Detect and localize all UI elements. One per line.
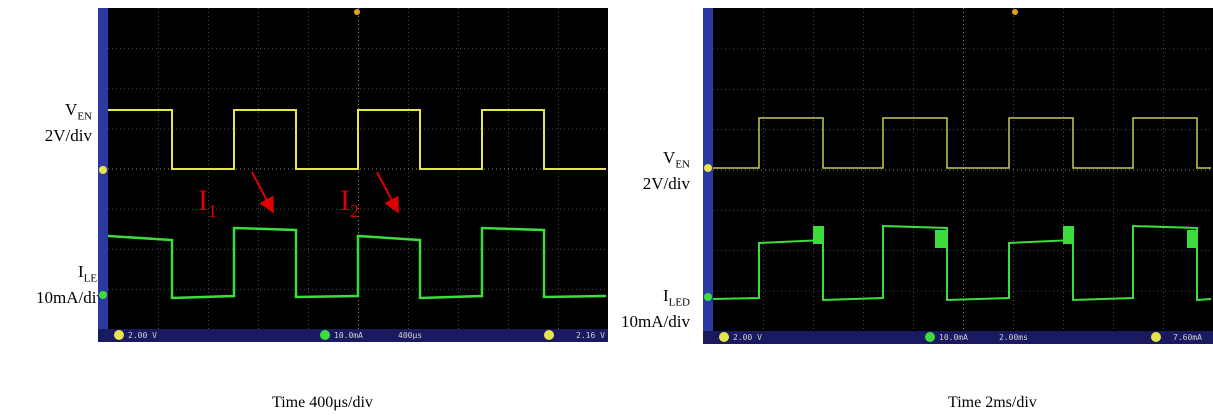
- right-trigger-badge: [1151, 332, 1161, 342]
- left-ven-trace: [108, 109, 606, 170]
- right-ch1-marker: [704, 164, 712, 172]
- left-ven-label: VEN 2V/div: [44, 100, 92, 146]
- pwm-burst: [1187, 230, 1198, 248]
- right-grid: [713, 8, 1210, 329]
- left-status-bar: 2.00 V 10.0mA 400μs 2.16 V: [98, 329, 608, 342]
- left-timebase: 400μs: [398, 331, 423, 340]
- left-oscilloscope-screen: 2.00 V 10.0mA 400μs 2.16 V: [98, 8, 608, 342]
- pwm-burst: [813, 226, 824, 244]
- right-ch1-badge: [719, 332, 729, 342]
- pwm-burst: [1063, 226, 1074, 244]
- left-ch1-marker: [99, 166, 107, 174]
- right-ch1-scale: 2.00 V: [733, 333, 762, 342]
- right-ven-label: VEN 2V/div: [642, 148, 690, 194]
- left-arrow-2: [376, 171, 399, 214]
- right-ven-trace: [713, 117, 1211, 169]
- right-timebase: 2.00ms: [999, 333, 1028, 342]
- left-ch4-badge: [320, 330, 330, 340]
- right-scope-svg: [703, 8, 1212, 344]
- right-ch4-marker: [704, 293, 712, 301]
- right-ch4-scale: 10.0mA: [939, 333, 968, 342]
- right-pwm-bursts: [813, 226, 1198, 248]
- left-annotation-arrows: [251, 171, 399, 214]
- left-annotation-i2: I2: [340, 184, 359, 222]
- left-trigger-level: 2.16 V: [576, 331, 605, 340]
- left-arrow-1: [251, 171, 274, 214]
- left-iled-trace: [107, 226, 607, 300]
- left-ch1-scale: 2.00 V: [128, 331, 157, 340]
- right-caption: Time 2ms/div: [948, 394, 1037, 411]
- right-status-bar: 2.00 V 10.0mA 2.00ms 7.60mA: [703, 331, 1213, 344]
- right-iled-trace: [712, 224, 1212, 302]
- left-trigger-badge: [544, 330, 554, 340]
- left-ch4-scale: 10.0mA: [334, 331, 363, 340]
- right-iled-label: ILED 10mA/div: [621, 286, 690, 332]
- right-ch4-badge: [925, 332, 935, 342]
- right-oscilloscope-screen: 2.00 V 10.0mA 2.00ms 7.60mA: [703, 8, 1213, 344]
- left-ch4-marker: [99, 291, 107, 299]
- right-scope-sidebar: [703, 8, 713, 344]
- left-trigger-marker: [354, 9, 360, 15]
- left-caption: Time 400μs/div: [272, 394, 373, 411]
- right-trigger-marker: [1012, 9, 1018, 15]
- left-scope-svg: [98, 8, 607, 342]
- pwm-burst: [935, 230, 946, 248]
- right-trigger-level: 7.60mA: [1173, 333, 1202, 342]
- left-scope-sidebar: [98, 8, 108, 342]
- left-ch1-badge: [114, 330, 124, 340]
- left-annotation-i1: I1: [198, 184, 217, 222]
